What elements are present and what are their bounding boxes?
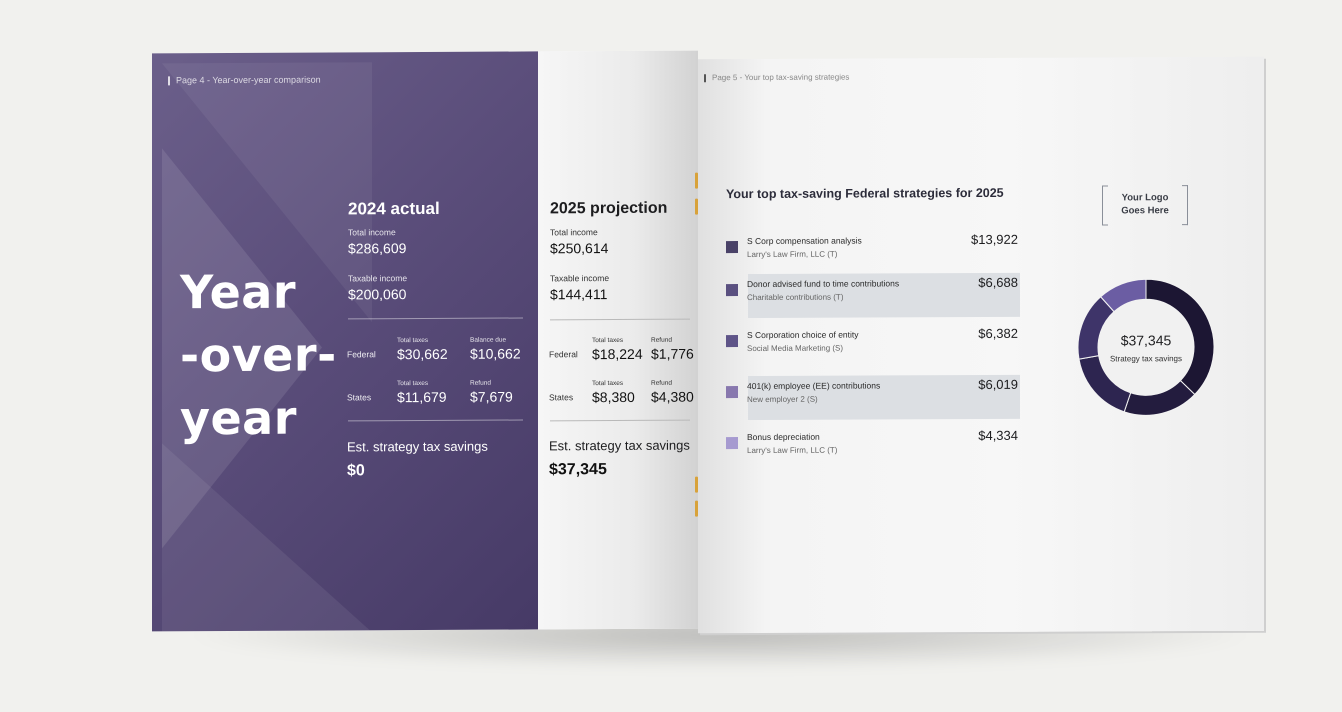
- federal-due-label: Balance due: [470, 336, 507, 344]
- federal-refund-label: Refund: [651, 336, 672, 344]
- states-row-label: States: [549, 392, 574, 403]
- strategy-amount: $4,334: [978, 427, 1018, 444]
- taxable-income-value: $144,411: [550, 286, 608, 303]
- strategy-swatch: [726, 241, 738, 254]
- strategy-entity: Larry's Law Firm, LLC (T): [747, 445, 838, 456]
- strategy-amount: $6,688: [978, 274, 1018, 291]
- total-income-value: $286,609: [348, 240, 407, 257]
- divider: [348, 317, 523, 320]
- donut-label: Strategy tax savings: [1109, 353, 1183, 363]
- projection-panel: 2025 projection Total income $250,614 Ta…: [538, 50, 698, 630]
- savings-value: $37,345: [549, 461, 607, 479]
- tag-bar: [168, 75, 170, 85]
- title-line-1: Year: [180, 264, 297, 320]
- states-refund-label: Refund: [470, 379, 491, 387]
- savings-value: $0: [347, 462, 365, 480]
- strategy-amount: $6,382: [978, 325, 1018, 342]
- total-income-value: $250,614: [550, 240, 609, 257]
- strategy-swatch: [726, 335, 738, 348]
- taxable-income-label: Taxable income: [550, 273, 610, 284]
- strategy-entity: Social Media Marketing (S): [747, 343, 844, 354]
- strategy-name: S Corporation choice of entity: [747, 329, 859, 341]
- page-tag-text: Page 4 - Year-over-year comparison: [176, 74, 321, 86]
- logo-line-2: Goes Here: [1121, 205, 1169, 217]
- strategy-name: S Corp compensation analysis: [747, 235, 862, 247]
- strategy-item: 401(k) employee (EE) contributions New e…: [726, 374, 1020, 422]
- taxable-income-label: Taxable income: [348, 273, 408, 284]
- states-taxes-value: $11,679: [397, 388, 447, 406]
- strategy-name: Bonus depreciation: [747, 431, 820, 443]
- donut-center: $37,345 Strategy tax savings: [1076, 277, 1216, 418]
- states-taxes-label: Total taxes: [592, 379, 624, 388]
- page-tag-text: Page 5 - Your top tax-saving strategies: [712, 72, 850, 83]
- divider: [550, 318, 690, 321]
- page-tag: Page 5 - Your top tax-saving strategies: [704, 73, 849, 83]
- strategy-entity: Charitable contributions (T): [747, 292, 844, 303]
- savings-label: Est. strategy tax savings: [549, 437, 690, 454]
- actual-heading: 2024 actual: [348, 198, 440, 219]
- strategy-entity: Larry's Law Firm, LLC (T): [747, 249, 838, 260]
- strategy-amount: $13,922: [971, 231, 1018, 248]
- page-tag: Page 4 - Year-over-year comparison: [168, 75, 321, 86]
- savings-label: Est. strategy tax savings: [347, 438, 488, 455]
- strategy-entity: New employer 2 (S): [747, 394, 818, 405]
- strategy-swatch: [726, 386, 738, 399]
- federal-due-value: $10,662: [470, 345, 521, 362]
- states-refund-value: $7,679: [470, 388, 513, 405]
- divider: [550, 419, 690, 422]
- states-row-label: States: [347, 392, 372, 403]
- strategy-item: Bonus depreciation Larry's Law Firm, LLC…: [726, 428, 1020, 473]
- logo-line-1: Your Logo: [1121, 192, 1169, 204]
- states-taxes-value: $8,380: [592, 388, 635, 406]
- federal-refund-value: $1,776: [651, 345, 694, 362]
- strategy-amount: $6,019: [978, 376, 1018, 393]
- logo-text: Your Logo Goes Here: [1102, 191, 1188, 217]
- purple-panel: Page 4 - Year-over-year comparison Year …: [152, 51, 538, 632]
- federal-taxes-value: $30,662: [397, 345, 448, 363]
- strategy-name: 401(k) employee (EE) contributions: [747, 380, 881, 392]
- federal-taxes-label: Total taxes: [397, 336, 429, 345]
- donut-hole: [1098, 299, 1194, 396]
- divider: [348, 419, 523, 422]
- strategy-item: S Corporation choice of entity Social Me…: [726, 326, 1020, 371]
- projection-heading: 2025 projection: [550, 199, 668, 218]
- decorative-triangle: [162, 442, 372, 632]
- title-line-3: year: [180, 390, 297, 446]
- donut-svg: [1077, 278, 1215, 416]
- total-income-label: Total income: [550, 227, 598, 238]
- donut-total: $37,345: [1120, 331, 1172, 348]
- right-page: Page 5 - Your top tax-saving strategies …: [698, 56, 1264, 634]
- federal-row-label: Federal: [549, 349, 578, 360]
- donut-chart: $37,345 Strategy tax savings: [1076, 277, 1216, 418]
- strategy-swatch: [726, 284, 738, 297]
- strategy-item: S Corp compensation analysis Larry's Law…: [726, 232, 1020, 277]
- strategy-swatch: [726, 437, 738, 450]
- tag-bar: [704, 73, 706, 82]
- states-taxes-label: Total taxes: [397, 379, 429, 388]
- total-income-label: Total income: [348, 227, 396, 238]
- federal-taxes-label: Total taxes: [592, 336, 624, 345]
- strategy-item: Donor advised fund to time contributions…: [726, 272, 1020, 320]
- states-refund-label: Refund: [651, 379, 672, 387]
- page-title: Year -over- year: [180, 260, 337, 450]
- federal-taxes-value: $18,224: [592, 345, 643, 363]
- left-page: Page 4 - Year-over-year comparison Year …: [152, 50, 698, 632]
- states-refund-value: $4,380: [651, 388, 694, 405]
- federal-row-label: Federal: [347, 349, 376, 360]
- strategy-name: Donor advised fund to time contributions: [747, 278, 900, 290]
- taxable-income-value: $200,060: [348, 286, 407, 303]
- strategies-title: Your top tax-saving Federal strategies f…: [726, 185, 1004, 202]
- logo-placeholder: Your Logo Goes Here: [1102, 185, 1188, 226]
- title-line-2: -over-: [180, 327, 337, 383]
